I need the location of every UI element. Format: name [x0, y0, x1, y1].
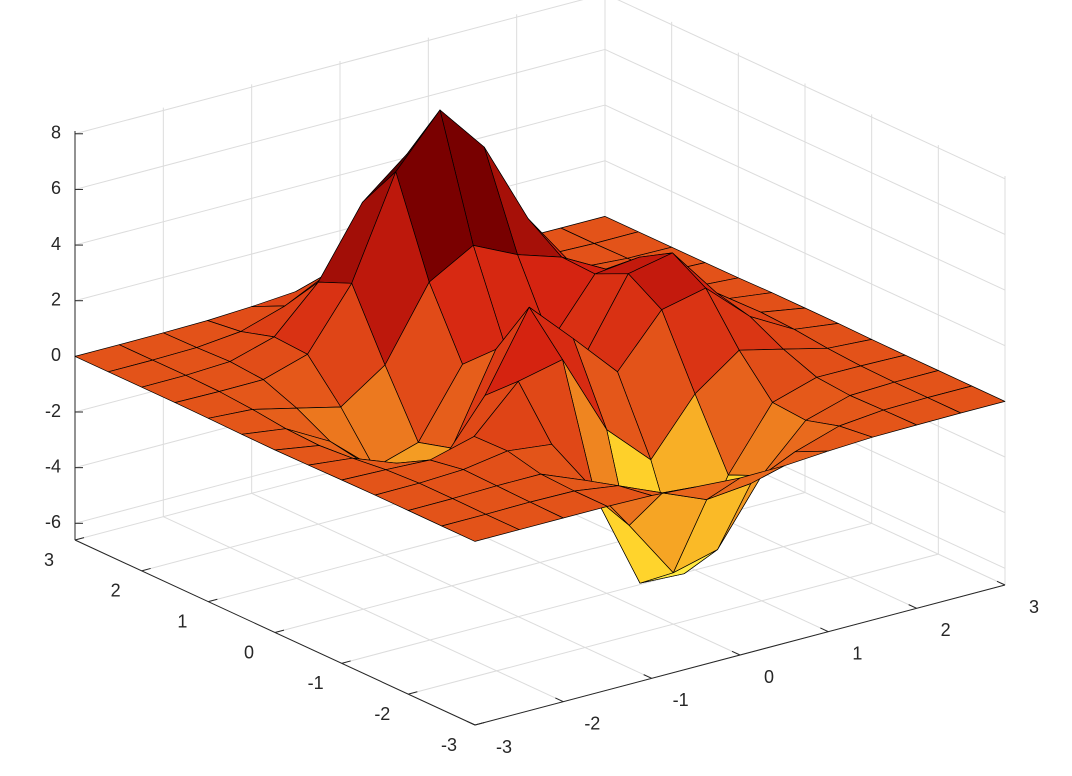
y-tick-label: 2 [111, 581, 121, 601]
grid-line [74, 0, 584, 135]
x-tick [820, 627, 829, 633]
grid-line [74, 160, 606, 302]
grid-line [74, 104, 606, 246]
y-tick-label: 3 [44, 550, 54, 570]
x-tick-label: -2 [584, 713, 600, 733]
z-tick-label: 2 [51, 289, 61, 309]
x-tick-label: -1 [673, 690, 689, 710]
x-tick [731, 650, 741, 656]
grid-line [74, 48, 606, 190]
y-tick [208, 598, 218, 603]
x-tick-label: 3 [1029, 597, 1039, 617]
surface-patch [441, 513, 520, 542]
x-tick-label: 1 [852, 643, 862, 663]
grid-line [341, 522, 872, 664]
z-tick-label: 8 [51, 123, 61, 143]
y-tick [408, 691, 418, 695]
grid-line [604, 160, 1006, 347]
y-tick-label: -2 [374, 704, 390, 724]
x-tick-label: 0 [764, 667, 774, 687]
y-tick-label: 0 [244, 642, 254, 662]
grid-line [604, 104, 1006, 291]
z-tick-label: -6 [45, 512, 61, 532]
x-tick [643, 674, 652, 679]
y-tick [474, 722, 485, 726]
x-tick-label: 2 [941, 620, 951, 640]
x-tick-label: -3 [496, 737, 512, 757]
x-tick [466, 720, 476, 726]
y-tick-label: -1 [308, 673, 324, 693]
z-tick-label: -2 [45, 401, 61, 421]
y-tick-label: 1 [177, 611, 187, 631]
z-tick-label: -4 [45, 456, 61, 476]
y-tick [141, 567, 151, 572]
x-tick [555, 697, 564, 703]
grid-line [617, 0, 1006, 180]
z-tick-label: 6 [51, 178, 61, 198]
z-tick-label: 0 [51, 345, 61, 365]
x-tick [996, 580, 1006, 586]
x-tick [908, 604, 917, 609]
z-tick-label: 4 [51, 234, 61, 254]
grid-line [408, 553, 939, 695]
y-tick [74, 537, 85, 541]
y-tick-label: -3 [441, 735, 457, 755]
grid-line [604, 48, 1006, 235]
y-tick [274, 629, 285, 633]
y-tick [341, 660, 351, 664]
